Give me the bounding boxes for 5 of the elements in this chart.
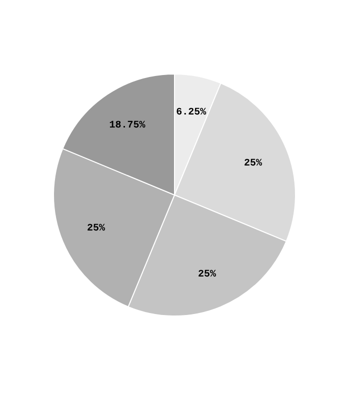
data-label: 25% [198,270,216,281]
data-label: 6.25% [176,108,206,119]
data-label: 25% [244,158,262,170]
data-label: 18.75% [109,120,146,132]
data-label: 25% [86,224,105,235]
